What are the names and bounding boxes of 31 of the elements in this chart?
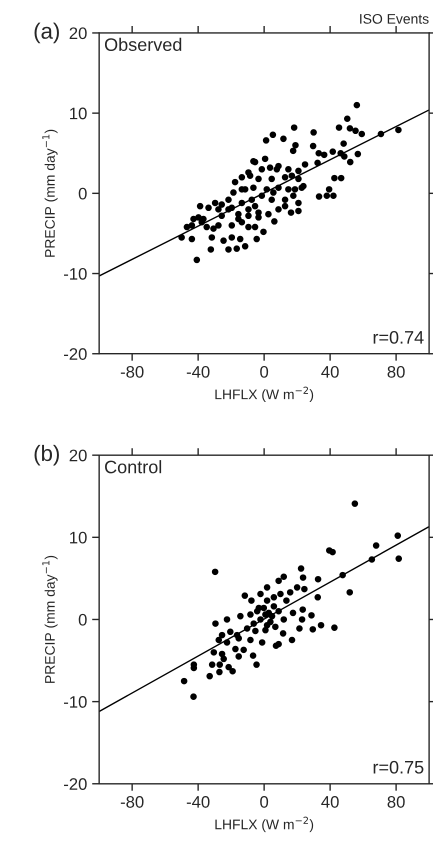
y-tick-label: -10 xyxy=(64,268,87,280)
x-axis-title: LHFLX (W m$^{−2}$) xyxy=(215,386,314,402)
x-tick-label: 0 xyxy=(260,796,268,808)
x-axis-title: LHFLX (W m$^{−2}$) xyxy=(215,816,314,832)
x-tick-label: 40 xyxy=(321,796,339,808)
y-tick-label: 10 xyxy=(70,532,87,544)
y-tick-label: 10 xyxy=(70,108,87,120)
y-tick-label: -10 xyxy=(64,696,87,708)
x-tick-label: 40 xyxy=(321,366,339,378)
x-tick-label: 80 xyxy=(388,796,405,808)
chart-title: (b) xyxy=(34,444,59,466)
x-tick-label: 0 xyxy=(260,366,268,378)
annotation: r=0.75 xyxy=(374,760,424,774)
chart-title: (a) xyxy=(34,22,59,44)
annotation: Observed xyxy=(104,38,182,52)
annotation: Control xyxy=(105,460,162,474)
x-tick-label: -40 xyxy=(186,366,210,378)
y-tick-label: 20 xyxy=(70,27,87,40)
x-tick-label: -80 xyxy=(120,796,144,808)
y-tick-label: 20 xyxy=(70,450,87,462)
y-tick-label: 0 xyxy=(78,614,87,626)
text: ISO Events xyxy=(360,14,429,24)
annotation: r=0.74 xyxy=(374,330,424,344)
y-tick-label: 0 xyxy=(78,188,87,200)
y-axis-title: PRECIP (mm day$^{−1}$) xyxy=(42,130,58,257)
y-tick-label: -20 xyxy=(64,778,87,790)
y-axis-title: PRECIP (mm day$^{−1}$) xyxy=(42,556,58,683)
x-tick-label: 80 xyxy=(388,366,405,378)
x-tick-label: -40 xyxy=(186,796,210,808)
y-tick-label: -20 xyxy=(64,348,87,360)
x-tick-label: -80 xyxy=(120,366,144,378)
